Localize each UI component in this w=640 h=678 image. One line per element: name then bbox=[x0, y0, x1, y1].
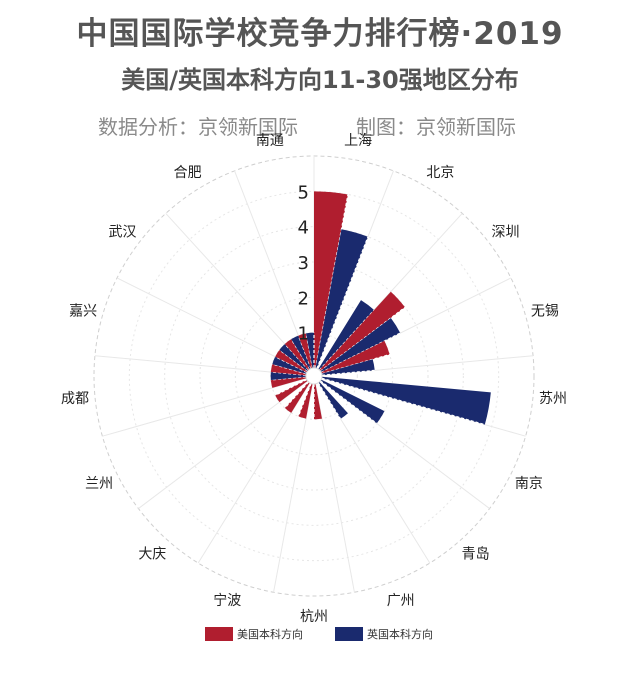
category-label-12: 兰州 bbox=[85, 476, 113, 492]
bar-us-10 bbox=[298, 383, 313, 419]
bar-us-12 bbox=[275, 379, 308, 403]
legend-label-uk: 英国本科方向 bbox=[367, 627, 433, 641]
category-label-10: 宁波 bbox=[213, 592, 241, 609]
category-label-8: 广州 bbox=[387, 593, 415, 609]
grid-spoke bbox=[138, 375, 315, 509]
category-label-13: 成都 bbox=[61, 391, 89, 407]
chart-title: 中国国际学校竞争力排行榜·2019 bbox=[76, 16, 564, 52]
category-label-11: 大庆 bbox=[138, 546, 166, 562]
legend: 美国本科方向 英国本科方向 bbox=[205, 627, 433, 641]
bar-uk-7 bbox=[318, 381, 348, 419]
bar-separator bbox=[317, 382, 342, 420]
grid-spoke bbox=[273, 375, 315, 593]
bar-separator bbox=[297, 383, 312, 417]
chart-credit: 制图：京领新国际 bbox=[356, 115, 516, 139]
category-label-3: 深圳 bbox=[492, 224, 520, 240]
analysis-credit: 数据分析：京领新国际 bbox=[98, 115, 298, 139]
bar-us-3 bbox=[319, 291, 405, 372]
bar-us-9 bbox=[314, 383, 322, 420]
r-tick-4: 4 bbox=[298, 218, 309, 239]
category-label-9: 杭州 bbox=[300, 609, 328, 625]
bar-separator bbox=[320, 306, 406, 372]
bar-us-1 bbox=[314, 191, 348, 369]
legend-label-us: 美国本科方向 bbox=[237, 627, 303, 641]
chart-center bbox=[305, 367, 323, 385]
category-label-1: 上海 bbox=[344, 133, 372, 149]
legend-swatch-us bbox=[205, 627, 233, 641]
r-tick-2: 2 bbox=[298, 288, 309, 309]
bar-uk-3 bbox=[320, 317, 401, 373]
r-tick-5: 5 bbox=[298, 182, 309, 203]
bar-uk-17 bbox=[306, 332, 314, 369]
bar-separator bbox=[314, 194, 349, 369]
bar-us-14 bbox=[270, 364, 307, 376]
r-tick-3: 3 bbox=[298, 253, 309, 274]
chart-subtitle: 美国/英国本科方向11-30强地区分布 bbox=[121, 66, 519, 94]
bar-uk-16 bbox=[291, 335, 312, 370]
grid-spoke bbox=[313, 375, 490, 509]
bar-separator bbox=[321, 377, 485, 426]
bar-separator bbox=[318, 309, 375, 371]
grid-ring bbox=[164, 226, 464, 526]
bar-separator bbox=[274, 379, 308, 396]
legend-swatch-uk bbox=[335, 627, 363, 641]
bar-us-15 bbox=[275, 349, 308, 373]
category-label-16: 合肥 bbox=[174, 165, 202, 181]
bar-separator bbox=[321, 369, 375, 376]
category-label-17: 南通 bbox=[256, 133, 284, 149]
category-label-15: 武汉 bbox=[108, 224, 136, 240]
bar-uk-4 bbox=[321, 359, 375, 376]
bar-group bbox=[270, 191, 491, 426]
category-label-14: 嘉兴 bbox=[69, 303, 97, 319]
bar-uk-2 bbox=[318, 300, 375, 371]
bar-uk-14 bbox=[272, 356, 307, 374]
bar-us-17 bbox=[298, 333, 313, 369]
bar-uk-6 bbox=[320, 379, 385, 424]
bar-separator bbox=[284, 381, 310, 409]
bar-uk-1 bbox=[315, 229, 368, 369]
radial-tick-labels: 1 2 3 4 5 bbox=[298, 182, 309, 344]
category-label-2: 北京 bbox=[426, 165, 454, 181]
bar-uk-5 bbox=[321, 376, 491, 425]
category-label-7: 青岛 bbox=[462, 546, 490, 562]
bar-separator bbox=[320, 380, 378, 424]
category-label-6: 南京 bbox=[515, 476, 543, 492]
category-label-4: 无锡 bbox=[531, 303, 559, 319]
bar-us-16 bbox=[284, 339, 310, 371]
bar-separator bbox=[316, 236, 369, 369]
category-label-5: 苏州 bbox=[539, 391, 567, 407]
bar-us-11 bbox=[284, 381, 310, 413]
bar-uk-13 bbox=[270, 372, 307, 380]
r-tick-1: 1 bbox=[298, 324, 309, 345]
bar-us-4 bbox=[321, 340, 390, 374]
grid-ring bbox=[128, 190, 500, 562]
bar-uk-15 bbox=[279, 343, 309, 372]
